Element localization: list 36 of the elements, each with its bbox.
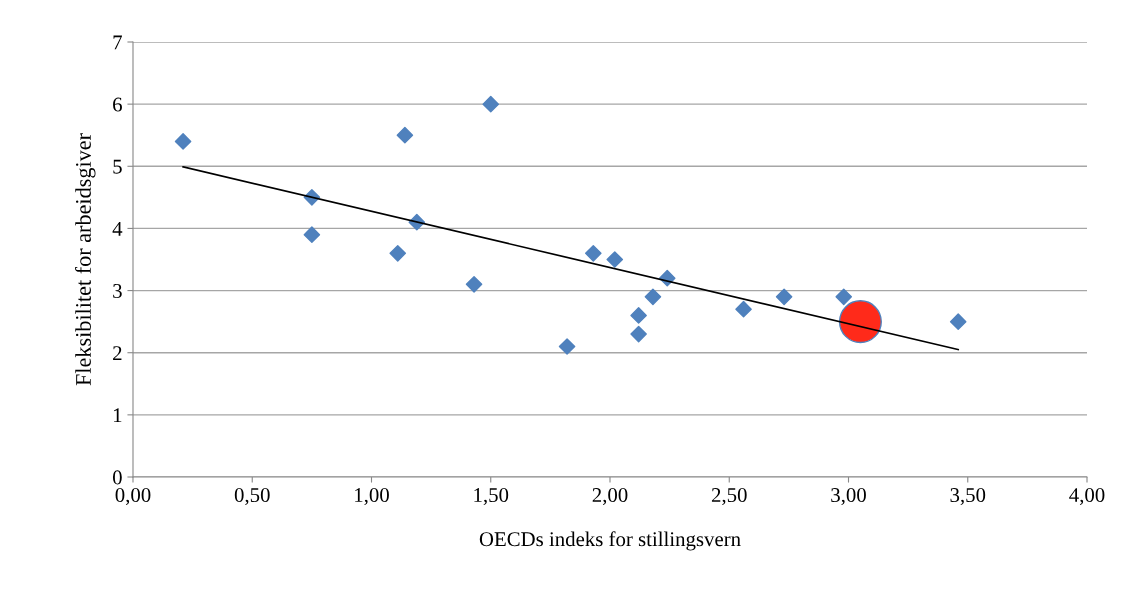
point [585, 244, 602, 262]
x-tick-label: 2,00 [592, 488, 628, 506]
y-tick-label: 4 [112, 221, 123, 236]
y-axis-title: Fleksibilitet for arbeidsgiver [75, 133, 96, 386]
point [735, 300, 752, 318]
point [389, 244, 407, 262]
y-tick-label: 0 [112, 470, 122, 485]
x-tick-label: 1,00 [355, 488, 389, 506]
point [482, 95, 500, 113]
y-tick-label: 6 [113, 97, 122, 112]
y-tick-label: 2 [113, 346, 122, 360]
point [303, 226, 321, 243]
point [949, 313, 967, 330]
x-tick-label: 3,00 [831, 488, 866, 506]
point [630, 325, 647, 343]
point [558, 338, 576, 355]
y-tick-label: 5 [113, 159, 122, 174]
y-tick-label: 7 [113, 35, 122, 50]
y-tick-label: 3 [113, 284, 122, 298]
x-tick-label: 2,50 [711, 488, 747, 506]
point [644, 288, 662, 306]
point [465, 276, 483, 293]
point [775, 288, 793, 306]
point [835, 288, 853, 306]
point [838, 300, 882, 344]
x-axis-title: OECDs indeks for stillingsvern [479, 531, 741, 551]
x-tick-label: 3,50 [950, 488, 986, 506]
x-tick-label: 1,50 [474, 488, 509, 506]
point [174, 133, 192, 150]
x-tick-label: 0,50 [234, 488, 270, 506]
y-tick-label: 1 [114, 408, 122, 423]
point [606, 251, 624, 268]
x-tick-label: 0,00 [115, 488, 151, 506]
x-tick-label: 4,00 [1069, 488, 1105, 506]
point [396, 126, 414, 144]
point [630, 307, 647, 324]
